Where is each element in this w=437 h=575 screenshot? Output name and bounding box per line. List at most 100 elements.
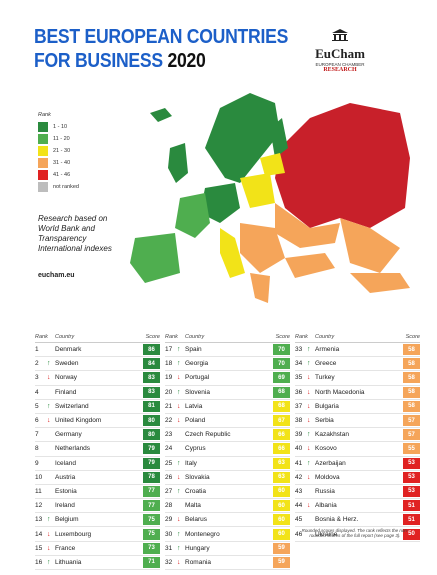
table-row: 4 Finland 83 [35,386,160,400]
rank: 7 [35,431,39,439]
score: 75 [143,528,160,540]
table-row: 29 ↓ Belarus 60 [165,513,290,528]
table-row: 22 ↓ Poland 67 [165,414,290,429]
rank: 25 [165,459,173,467]
table-row: 12 Ireland 77 [35,499,160,514]
trend: ↑ [47,360,51,368]
note: Research based on World Bank and Transpa… [38,214,112,253]
region [270,118,288,158]
country: Slovenia [185,388,210,396]
website: eucham.eu [38,272,75,279]
trend: ↑ [307,360,311,368]
trend: ↑ [177,459,181,467]
rank: 35 [295,374,303,382]
title-text: FOR BUSINESS [34,50,163,72]
score: 58 [403,372,420,384]
country: Greece [315,360,337,368]
region [275,203,340,248]
country: Estonia [55,487,77,495]
trend: ↑ [177,487,181,495]
score: 71 [143,556,160,568]
region [200,183,240,223]
country: Italy [185,459,197,467]
table-row: 34 ↑ Greece 58 [295,357,420,372]
legend: Rank 1 - 10 11 - 20 21 - 30 31 - 40 41 - 46 n… [38,112,79,193]
rank: 27 [165,487,173,495]
region [175,193,210,238]
table-row: 38 ↓ Serbia 57 [295,414,420,429]
region [250,273,270,303]
country: Montenegro [185,530,220,538]
trend: ↓ [47,417,51,425]
country: Portugal [185,374,210,382]
table-row: 7 Germany 80 [35,428,160,443]
trend: ↓ [307,417,311,425]
country: Belarus [185,516,208,524]
rank: 28 [165,502,173,510]
country: Azerbaijan [315,459,346,467]
rank: 24 [165,445,173,453]
score: 86 [143,344,160,356]
rank: 33 [295,346,303,354]
table-row: 21 ↓ Latvia 68 [165,400,290,414]
region [150,108,172,122]
country: Malta [185,502,201,510]
table-row: 45 Bosnia & Herz. 51 [295,513,420,528]
rank: 30 [165,530,173,538]
trend: ↑ [177,388,181,396]
legend-items: 1 - 10 11 - 20 21 - 30 31 - 40 41 - 46 not ra… [38,121,79,193]
rank: 43 [295,487,303,495]
country: Slovakia [185,473,210,481]
table-row: 30 ↑ Montenegro 60 [165,527,290,542]
rank: 21 [165,402,173,410]
rank: 31 [165,544,173,552]
score: 84 [143,358,160,370]
country: France [55,544,76,552]
table-column: Rank Country Score 17 ↑ Spain 70 18 ↑ Georgia 70 19… [165,331,290,570]
country: Finland [55,388,77,396]
rank: 9 [35,459,39,467]
rank: 16 [35,558,43,566]
country: Russia [315,487,335,495]
country: Belgium [55,516,79,524]
country: Denmark [55,346,82,354]
trend: ↑ [177,530,181,538]
trend: ↑ [47,558,51,566]
legend-label: 31 - 40 [53,160,71,166]
legend-item: 21 - 30 [38,145,79,157]
score: 60 [273,528,290,540]
score: 58 [403,344,420,356]
table-row: 28 Malta 60 [165,499,290,514]
table-row: 32 ↓ Romania 59 [165,556,290,570]
trend: ↓ [307,402,311,410]
rank: 42 [295,473,303,481]
region [350,273,410,293]
table-row: 2 ↑ Sweden 84 [35,357,160,372]
region [340,218,400,273]
score: 78 [143,471,160,483]
trend: ↓ [307,445,311,453]
country: Moldova [315,473,340,481]
table-row: 14 ↓ Luxembourg 75 [35,527,160,542]
country: Iceland [55,459,76,467]
legend-item: 1 - 10 [38,121,79,133]
score: 83 [143,372,160,384]
trend: ↑ [47,402,51,410]
score: 51 [403,500,420,512]
rank: 12 [35,502,43,510]
score: 79 [143,443,160,455]
table-row: 40 ↓ Kosovo 55 [295,442,420,457]
region [285,253,335,278]
rank: 22 [165,417,173,425]
region [260,153,285,176]
map [130,93,410,303]
country: Turkey [315,374,335,382]
rank: 20 [165,388,173,396]
score: 57 [403,415,420,427]
logo-sub: EUROPEAN CHAMBER [315,62,365,67]
region [168,143,188,183]
title-year: 2020 [167,50,206,72]
trend: ↑ [47,516,51,524]
score: 59 [273,556,290,568]
rank: 17 [165,346,173,354]
